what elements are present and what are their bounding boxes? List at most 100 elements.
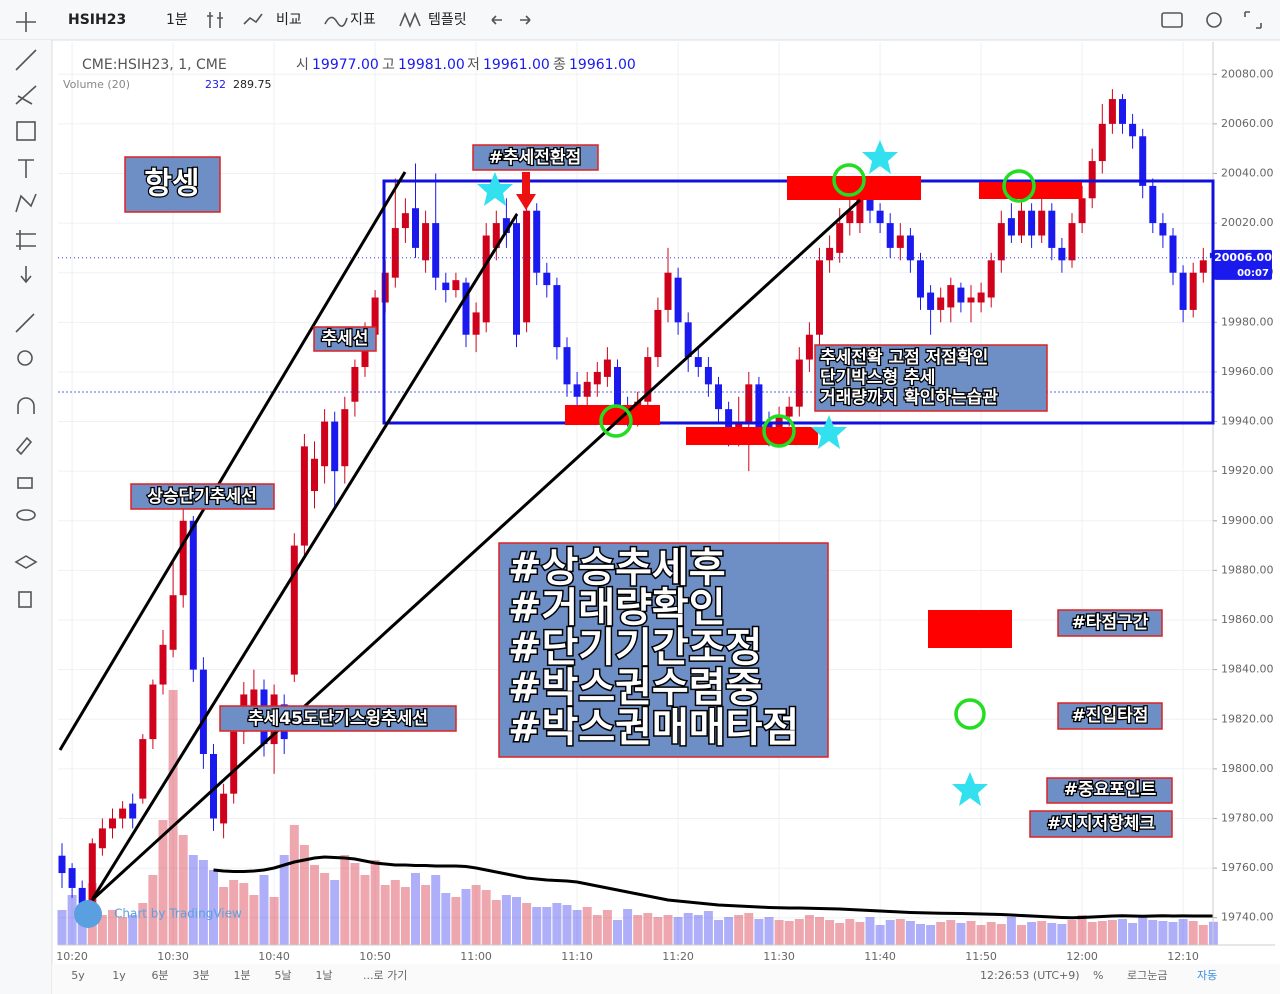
volume-bar: [461, 889, 471, 945]
symbol[interactable]: HSIH23: [68, 12, 126, 28]
key-star: [952, 772, 988, 806]
zoom-tool[interactable]: [17, 350, 33, 366]
measure-tool[interactable]: [15, 313, 35, 333]
trend-line: [90, 213, 519, 901]
candle-body: [927, 292, 935, 310]
candle-body: [98, 828, 106, 849]
settings[interactable]: [1206, 12, 1222, 28]
crosshair-tool[interactable]: [16, 12, 36, 32]
volume-bar: [269, 897, 279, 945]
y-tick-label: 19880.00: [1221, 563, 1274, 576]
volume-bar: [471, 885, 481, 945]
lock-tool[interactable]: [17, 477, 33, 489]
magnet-tool[interactable]: [17, 397, 35, 414]
candle-body: [1018, 210, 1025, 236]
percent-toggle[interactable]: %: [1093, 969, 1103, 982]
volume-bar: [380, 885, 390, 945]
hide-tool[interactable]: [16, 509, 36, 521]
trend-line: [90, 198, 862, 902]
y-tick-label: 19800.00: [1221, 762, 1274, 775]
text-tool[interactable]: [18, 159, 34, 178]
snapshot[interactable]: [1161, 12, 1183, 28]
volume-bar: [57, 910, 67, 945]
goto[interactable]: ...로 가기: [363, 969, 407, 982]
x-tick-label: 11:20: [662, 950, 694, 963]
fullscreen[interactable]: [1244, 11, 1262, 29]
candle-body: [300, 446, 308, 546]
y-tick-label: 19940.00: [1221, 415, 1274, 428]
range-buttons: 5y 1y 6분 3분 1분 5날 1날: [71, 969, 332, 982]
redo[interactable]: [520, 15, 531, 25]
auto-toggle[interactable]: 자동: [1197, 969, 1217, 982]
range-button[interactable]: 6분: [151, 969, 168, 982]
volume-bar: [683, 913, 693, 945]
stay-draw[interactable]: [15, 436, 33, 456]
range-button[interactable]: 1y: [112, 969, 126, 982]
volume-bar: [279, 855, 289, 945]
volume-bar: [986, 922, 996, 945]
volume-bar: [1087, 922, 1097, 945]
x-tick-label: 10:50: [359, 950, 391, 963]
legend-label: 시: [296, 57, 309, 73]
compare[interactable]: 비교: [276, 12, 302, 28]
volume-bar: [118, 917, 128, 945]
range-button[interactable]: 1분: [233, 969, 250, 982]
templates[interactable]: 템플릿: [428, 12, 467, 28]
summary-line: #거래량확인: [508, 585, 726, 631]
interval[interactable]: 1분: [166, 12, 188, 28]
last-price-tag: [1214, 249, 1272, 280]
candle-body: [331, 421, 339, 472]
countdown: 00:07: [1237, 268, 1269, 279]
left-toolbar: [0, 40, 52, 994]
volume-bar: [1128, 923, 1138, 945]
indicators[interactable]: 지표: [350, 12, 376, 28]
layers-tool[interactable]: [14, 555, 38, 569]
legend: CME:HSIH23, 1, CME 시 19977.00 고 19981.00…: [63, 57, 636, 91]
candle-body: [341, 409, 349, 467]
undo[interactable]: [491, 15, 502, 25]
candle-body: [159, 644, 167, 685]
volume-bar: [794, 919, 804, 945]
candle-body: [866, 198, 874, 211]
summary-line: #단기기간조정: [508, 625, 762, 671]
volume-bar: [673, 917, 683, 945]
range-button[interactable]: 5날: [274, 969, 291, 982]
volume-bar: [1077, 915, 1087, 945]
volume-bar: [602, 910, 612, 945]
candle-body: [78, 887, 86, 906]
pattern-tool[interactable]: [15, 193, 37, 213]
range-button[interactable]: 5y: [71, 969, 85, 982]
arrow-tool[interactable]: [20, 266, 32, 284]
line-tool[interactable]: [15, 49, 37, 71]
shape-tool[interactable]: [16, 121, 36, 141]
candle-body: [1139, 136, 1147, 186]
y-tick-label: 20060.00: [1221, 117, 1274, 130]
volume-bar: [330, 880, 340, 945]
entry-circle: [599, 404, 633, 438]
candle-body: [795, 359, 803, 407]
volume-bar: [532, 907, 542, 945]
candle-body: [1119, 99, 1126, 124]
y-tick-label: 19920.00: [1221, 464, 1274, 477]
delete-tool[interactable]: [18, 591, 32, 608]
candle-body: [826, 247, 834, 261]
range-button[interactable]: 3분: [192, 969, 209, 982]
volume-bar: [1047, 923, 1057, 945]
candle-body: [745, 384, 753, 422]
candle-body: [1189, 272, 1197, 310]
volume-bar: [653, 917, 663, 945]
volume-bar: [148, 875, 158, 945]
range-button[interactable]: 1날: [315, 969, 332, 982]
fib-tool[interactable]: [15, 85, 37, 105]
volume-bar: [562, 905, 572, 945]
summary-line: #상승추세후: [508, 545, 726, 591]
clock: 12:26:53 (UTC+9): [980, 969, 1080, 982]
chart-style[interactable]: [207, 12, 223, 28]
volume-bar: [693, 915, 703, 945]
legend-label: 고: [382, 57, 395, 73]
prediction-tool[interactable]: [16, 230, 36, 250]
volume-bar: [1017, 925, 1026, 945]
volume-bar: [249, 895, 259, 945]
key-zone: [928, 610, 1012, 648]
log-toggle[interactable]: 로그눈금: [1127, 969, 1167, 982]
